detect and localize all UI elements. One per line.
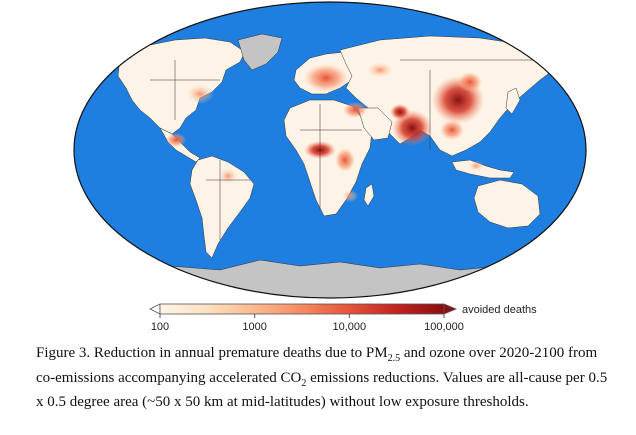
world-map: 100 1000 10,000 100,000 avoided deaths [73,1,587,333]
caption-figure-number: Figure 3. [36,345,91,361]
caption-text-3: emissions reductions. Values are all-cau… [36,369,608,411]
globe-outline [73,1,587,299]
colorbar: 100 1000 10,000 100,000 avoided deaths [149,303,537,333]
colorbar-tick-label: 100 [151,321,169,333]
north-america [117,37,246,135]
colorbar-tick-label: 100,000 [424,321,464,333]
greenland [237,33,283,71]
south-america [189,155,255,259]
colorbar-bar [159,303,445,315]
madagascar [363,183,375,207]
antarctica [99,259,561,298]
colorbar-tick-label: 10,000 [333,321,367,333]
colorbar-ticks: 100 1000 10,000 100,000 [151,314,464,333]
colorbar-high-arrow [443,303,458,315]
colorbar-label: avoided deaths [462,304,537,316]
caption-text-2: and ozone over 2020-2100 from co-emissio… [36,345,598,386]
country-borders [150,59,540,240]
arabian-peninsula [357,107,393,141]
colorbar-tick-label: 1000 [242,321,266,333]
avoided-deaths-hotspots [166,62,484,202]
caption-sub-pm: 2.5 [387,353,401,364]
new-zealand [555,219,565,241]
caption-sub-co2: 2 [301,377,307,389]
australia [473,179,541,229]
caption-text-1: Reduction in annual premature deaths due… [90,345,388,361]
colorbar-low-arrow [149,303,161,315]
japan [505,87,521,115]
figure-caption: Figure 3. Reduction in annual premature … [36,344,616,412]
